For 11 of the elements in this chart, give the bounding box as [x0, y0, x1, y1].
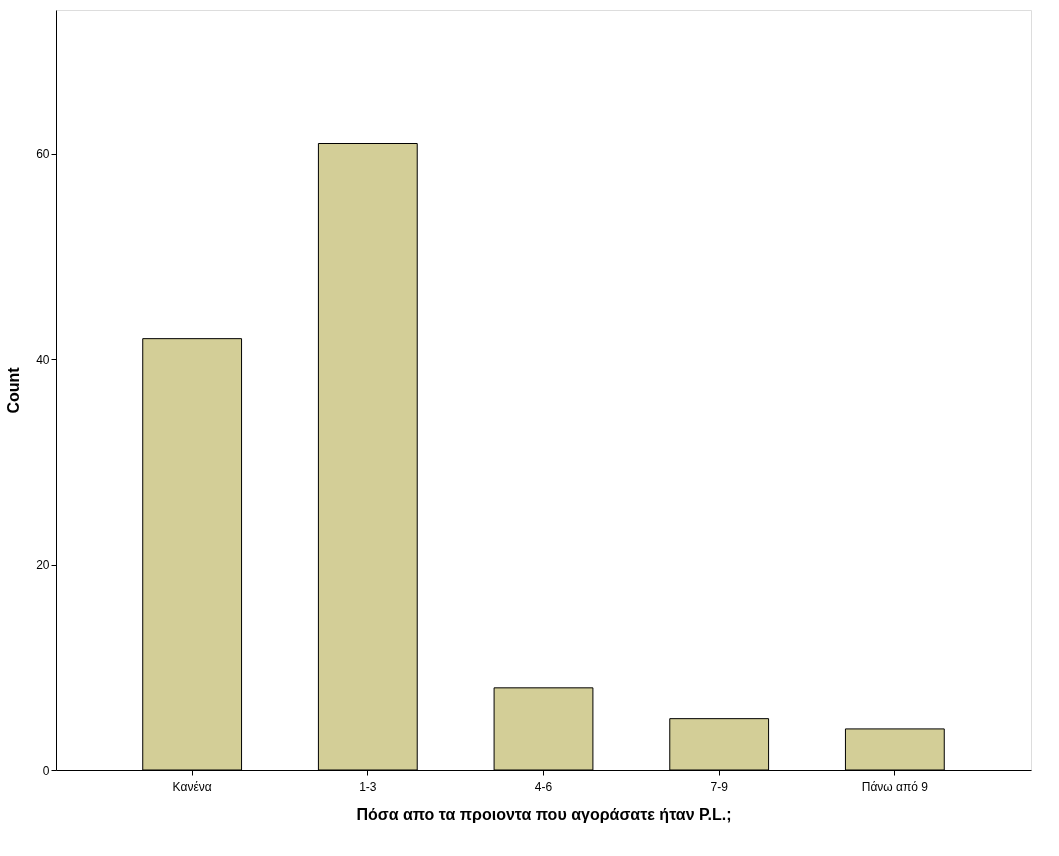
x-tick-label: Κανένα	[172, 779, 212, 794]
y-tick-label: 20	[36, 558, 50, 573]
y-tick-label: 40	[36, 352, 50, 367]
x-tick-label: Πάνω από 9	[861, 779, 929, 794]
x-tick-label: 1-3	[359, 779, 377, 794]
y-axis-title: Count	[5, 366, 23, 414]
y-tick-label: 60	[36, 147, 50, 162]
x-tick-label: 4-6	[534, 779, 553, 794]
y-tick-label: 0	[42, 763, 50, 778]
x-axis-title: Πόσα απο τα προιοντα που αγοράσατε ήταν P.L.;	[356, 805, 732, 823]
x-tick-label: 7-9	[710, 779, 729, 794]
